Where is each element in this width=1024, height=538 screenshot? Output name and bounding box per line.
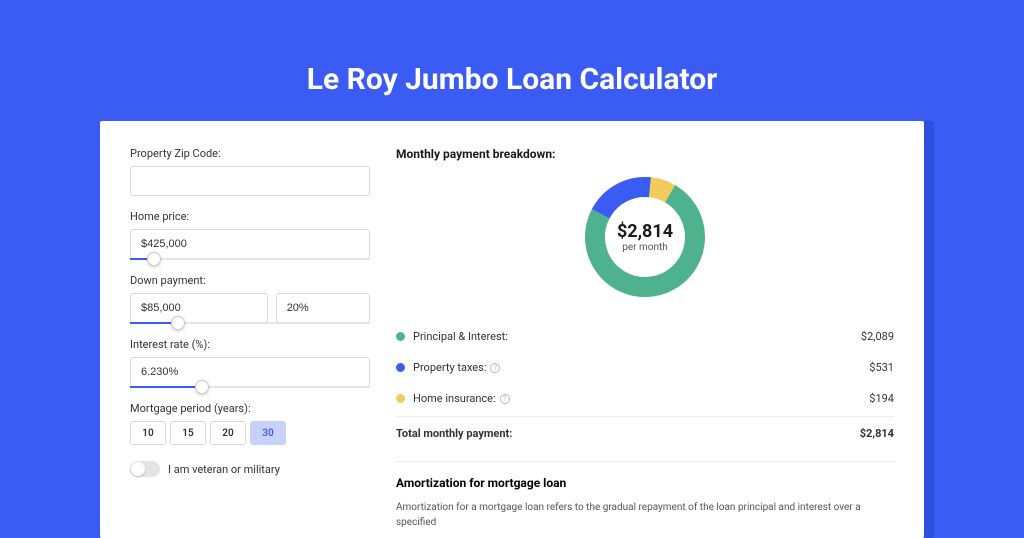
breakdown-row: Home insurance:?$194	[396, 383, 894, 414]
legend-dot	[396, 394, 405, 403]
breakdown-title: Monthly payment breakdown:	[396, 147, 894, 161]
zip-input[interactable]	[130, 166, 370, 196]
zip-label: Property Zip Code:	[130, 147, 370, 160]
total-label: Total monthly payment:	[396, 427, 860, 440]
period-button-30[interactable]: 30	[250, 421, 286, 445]
amortization-title: Amortization for mortgage loan	[396, 476, 894, 490]
breakdown-value: $2,089	[861, 330, 894, 343]
period-label: Mortgage period (years):	[130, 402, 370, 415]
breakdown-row: Principal & Interest:$2,089	[396, 321, 894, 352]
period-field-group: Mortgage period (years): 10152030	[130, 402, 370, 445]
total-row: Total monthly payment: $2,814	[396, 416, 894, 449]
interest-field-group: Interest rate (%):	[130, 338, 370, 388]
donut-chart: $2,814 per month	[585, 177, 705, 297]
breakdown-label: Principal & Interest:	[413, 330, 861, 343]
total-value: $2,814	[860, 427, 894, 440]
form-column: Property Zip Code: Home price: Down paym…	[130, 147, 370, 530]
home-price-input[interactable]	[130, 229, 370, 259]
home-price-field-group: Home price:	[130, 210, 370, 260]
veteran-toggle[interactable]	[130, 461, 160, 477]
amortization-section: Amortization for mortgage loan Amortizat…	[396, 461, 894, 530]
breakdown-label: Home insurance:?	[413, 392, 869, 405]
down-payment-pct-input[interactable]	[276, 293, 370, 323]
interest-label: Interest rate (%):	[130, 338, 370, 351]
home-price-slider[interactable]	[130, 258, 370, 260]
donut-chart-wrap: $2,814 per month	[396, 177, 894, 297]
breakdown-value: $194	[869, 392, 894, 405]
interest-slider[interactable]	[130, 386, 370, 388]
slider-thumb[interactable]	[171, 316, 185, 330]
info-icon[interactable]: ?	[500, 394, 510, 404]
legend-dot	[396, 363, 405, 372]
breakdown-value: $531	[869, 361, 894, 374]
period-button-10[interactable]: 10	[130, 421, 166, 445]
veteran-label: I am veteran or military	[168, 463, 280, 476]
down-payment-field-group: Down payment:	[130, 274, 370, 324]
slider-thumb[interactable]	[147, 252, 161, 266]
down-payment-input[interactable]	[130, 293, 268, 323]
breakdown-label: Property taxes:?	[413, 361, 869, 374]
breakdown-column: Monthly payment breakdown: $2,814 per mo…	[396, 147, 894, 530]
legend-dot	[396, 332, 405, 341]
home-price-label: Home price:	[130, 210, 370, 223]
breakdown-row: Property taxes:?$531	[396, 352, 894, 383]
zip-field-group: Property Zip Code:	[130, 147, 370, 196]
veteran-toggle-row: I am veteran or military	[130, 461, 370, 477]
period-button-15[interactable]: 15	[170, 421, 206, 445]
donut-amount: $2,814	[617, 221, 673, 242]
toggle-knob	[131, 462, 145, 476]
slider-thumb[interactable]	[195, 380, 209, 394]
page-title: Le Roy Jumbo Loan Calculator	[0, 0, 1024, 121]
amortization-text: Amortization for a mortgage loan refers …	[396, 500, 894, 530]
period-button-20[interactable]: 20	[210, 421, 246, 445]
down-payment-label: Down payment:	[130, 274, 370, 287]
down-payment-slider[interactable]	[130, 322, 370, 324]
donut-sublabel: per month	[622, 242, 668, 253]
interest-input[interactable]	[130, 357, 370, 387]
calculator-card: Property Zip Code: Home price: Down paym…	[100, 121, 924, 538]
info-icon[interactable]: ?	[490, 363, 500, 373]
